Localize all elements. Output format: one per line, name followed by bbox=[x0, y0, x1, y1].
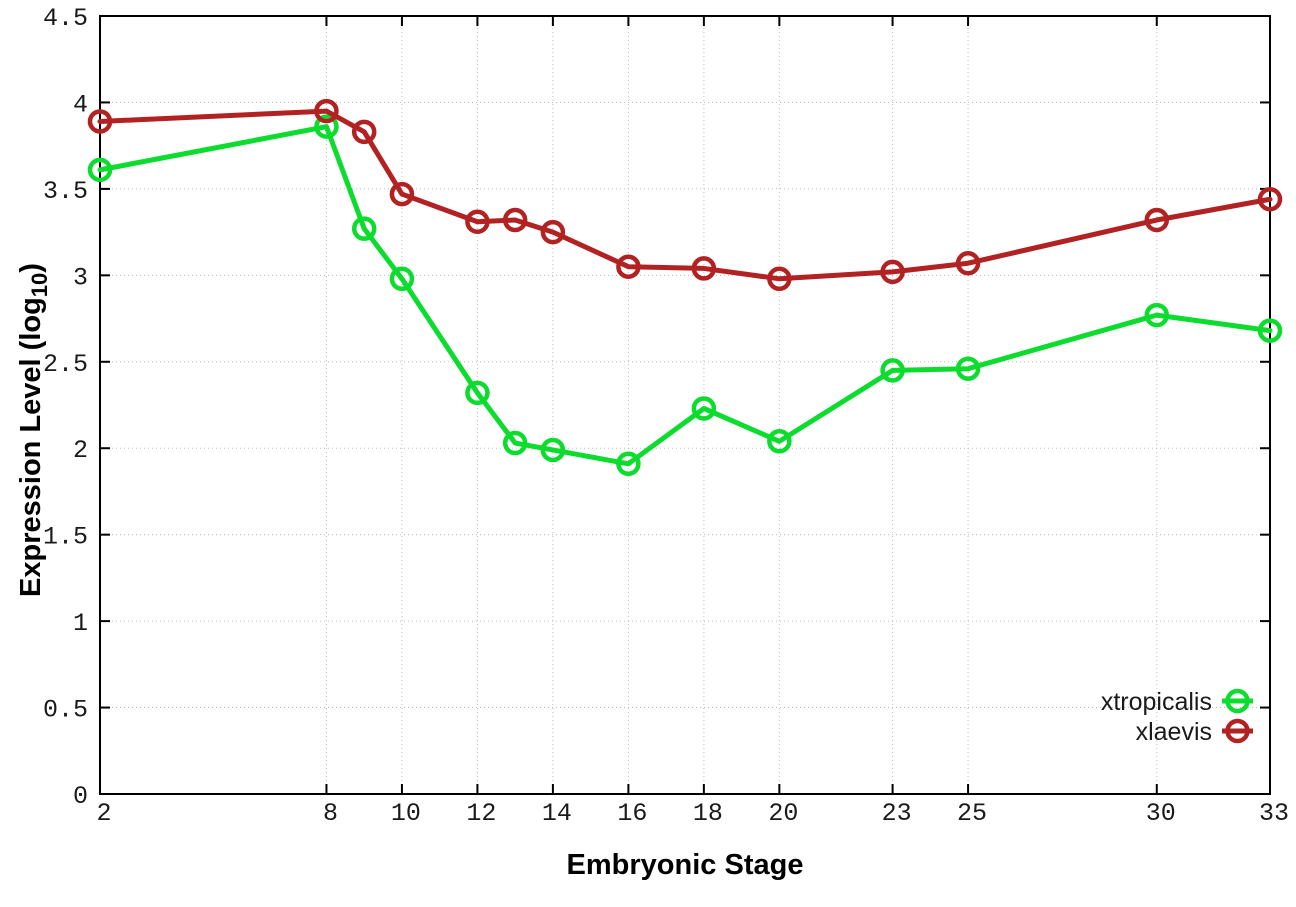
data-point-xtropicalis-33 bbox=[1257, 318, 1283, 343]
data-point-xlaevis-8 bbox=[314, 98, 339, 124]
data-point-xtropicalis-10 bbox=[389, 266, 415, 292]
data-point-xtropicalis-12 bbox=[465, 380, 490, 406]
legend-label-xlaevis: xlaevis bbox=[1136, 718, 1212, 746]
x-tick-label: 14 bbox=[542, 799, 572, 828]
x-tick-label: 20 bbox=[768, 799, 798, 828]
data-point-xtropicalis-9 bbox=[351, 216, 377, 241]
y-tick-label: 1.5 bbox=[43, 523, 88, 552]
data-point-xlaevis-13 bbox=[502, 207, 528, 233]
data-point-xtropicalis-2 bbox=[87, 157, 113, 183]
x-tick-label: 25 bbox=[957, 799, 987, 828]
data-point-xtropicalis-18 bbox=[691, 396, 717, 421]
legend-marker-xlaevis-icon bbox=[1225, 718, 1250, 744]
x-tick-label: 12 bbox=[466, 799, 496, 828]
x-tick-label: 10 bbox=[391, 799, 421, 828]
data-point-xlaevis-30 bbox=[1144, 207, 1170, 233]
x-tick-label: 33 bbox=[1259, 799, 1289, 828]
y-tick-label: 4 bbox=[73, 90, 88, 119]
data-point-xlaevis-16 bbox=[616, 254, 641, 279]
data-point-xtropicalis-8 bbox=[314, 114, 339, 139]
x-tick-label: 23 bbox=[882, 799, 912, 828]
series-line-xtropicalis bbox=[97, 124, 1273, 467]
y-tick-label: 2 bbox=[73, 436, 88, 465]
x-tick-label: 16 bbox=[617, 799, 647, 828]
y-tick-label: 4.5 bbox=[43, 4, 88, 33]
x-tick-label: 2 bbox=[96, 799, 111, 828]
data-point-xlaevis-20 bbox=[767, 266, 792, 292]
data-point-xtropicalis-20 bbox=[767, 429, 792, 454]
data-point-xlaevis-14 bbox=[540, 219, 566, 245]
y-tick-label: 0.5 bbox=[43, 696, 88, 725]
y-tick-label: 3 bbox=[73, 263, 88, 292]
data-point-xlaevis-33 bbox=[1257, 187, 1283, 212]
data-point-xlaevis-10 bbox=[389, 181, 415, 207]
y-tick-label: 0 bbox=[73, 782, 88, 811]
x-tick-label: 18 bbox=[693, 799, 723, 828]
y-tick-label: 1 bbox=[73, 609, 88, 638]
data-point-xtropicalis-14 bbox=[540, 437, 566, 463]
x-axis-title: Embryonic Stage bbox=[567, 849, 804, 881]
x-tick-label: 8 bbox=[323, 799, 338, 828]
data-point-xtropicalis-25 bbox=[955, 356, 981, 381]
legend-marker-xtropicalis-icon bbox=[1225, 688, 1250, 714]
data-point-xtropicalis-13 bbox=[502, 430, 528, 456]
data-point-xlaevis-9 bbox=[351, 119, 377, 145]
legend-label-xtropicalis: xtropicalis bbox=[1101, 688, 1212, 716]
y-tick-label: 3.5 bbox=[43, 177, 88, 206]
data-point-xlaevis-23 bbox=[880, 259, 905, 285]
y-axis-title: Expression Level (log10) bbox=[15, 263, 52, 597]
data-point-xlaevis-18 bbox=[691, 256, 717, 281]
data-point-xtropicalis-23 bbox=[880, 358, 905, 383]
x-tick-label: 30 bbox=[1146, 799, 1176, 828]
data-point-xtropicalis-16 bbox=[616, 451, 641, 477]
plot-border bbox=[99, 15, 1271, 795]
y-tick-label: 2.5 bbox=[43, 350, 88, 379]
data-point-xlaevis-2 bbox=[87, 109, 113, 134]
data-point-xlaevis-12 bbox=[465, 209, 490, 234]
data-point-xlaevis-25 bbox=[955, 250, 981, 276]
data-point-xtropicalis-30 bbox=[1144, 302, 1170, 328]
